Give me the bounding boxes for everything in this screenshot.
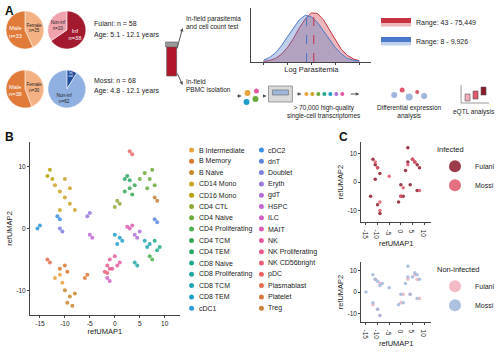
svg-text:10: 10 — [350, 267, 358, 274]
svg-text:refUMAP2: refUMAP2 — [336, 165, 345, 200]
svg-text:> 70,000 high-qualitysingle-ce: > 70,000 high-qualitysingle-cell transcr… — [287, 104, 361, 120]
svg-text:refUMAP1: refUMAP1 — [87, 327, 122, 336]
svg-text:Non-infected: Non-infected — [437, 265, 480, 274]
svg-text:pDC: pDC — [268, 270, 282, 278]
svg-text:-5: -5 — [87, 320, 93, 327]
svg-text:Infn=38: Infn=38 — [68, 28, 81, 41]
svg-text:MAIT: MAIT — [268, 226, 285, 233]
svg-text:refUMAP2: refUMAP2 — [336, 275, 345, 310]
svg-text:CD16 Mono: CD16 Mono — [199, 192, 236, 199]
svg-text:refUMAP1: refUMAP1 — [379, 239, 414, 248]
svg-text:CD4 CTL: CD4 CTL — [199, 203, 228, 210]
svg-text:Treg: Treg — [268, 304, 282, 312]
svg-text:dnT: dnT — [268, 158, 281, 165]
svg-text:Log Parasitemia: Log Parasitemia — [284, 65, 339, 74]
svg-text:Eryth: Eryth — [268, 180, 284, 188]
svg-text:-10: -10 — [16, 287, 26, 294]
svg-text:0: 0 — [113, 320, 117, 327]
svg-text:Non-infn=62: Non-infn=62 — [57, 93, 73, 104]
svg-text:CD14 Mono: CD14 Mono — [199, 180, 236, 187]
svg-text:Infected: Infected — [437, 145, 464, 154]
svg-text:NK: NK — [268, 237, 278, 244]
svg-text:-10: -10 — [373, 230, 380, 240]
svg-text:-10: -10 — [348, 310, 358, 317]
svg-text:gdT: gdT — [268, 191, 281, 199]
svg-text:B Naive: B Naive — [199, 169, 224, 176]
svg-text:In-fieldPBMC isolation: In-fieldPBMC isolation — [186, 78, 231, 93]
svg-text:0: 0 — [397, 330, 404, 334]
svg-text:Fulani: Fulani — [475, 163, 495, 170]
svg-text:ILC: ILC — [268, 214, 279, 221]
svg-text:5: 5 — [408, 230, 415, 234]
svg-text:In-field parasitemiaand cell c: In-field parasitemiaand cell count test — [186, 15, 241, 30]
svg-text:Age: 4.8 - 12.1 years: Age: 4.8 - 12.1 years — [94, 87, 159, 95]
svg-text:5: 5 — [408, 330, 415, 334]
svg-text:refUMAP1: refUMAP1 — [379, 339, 414, 348]
svg-text:CD8 Proliferating: CD8 Proliferating — [199, 270, 252, 278]
svg-text:NK Proliferating: NK Proliferating — [268, 248, 317, 256]
svg-text:NK CD56bright: NK CD56bright — [268, 259, 315, 267]
svg-text:Doublet: Doublet — [268, 169, 292, 176]
svg-text:-5: -5 — [385, 230, 392, 236]
svg-text:10: 10 — [161, 320, 169, 327]
svg-text:Mossi: Mossi — [475, 182, 494, 189]
svg-text:10: 10 — [420, 230, 427, 238]
svg-text:-10: -10 — [348, 207, 358, 214]
svg-text:Differential expressionanalysi: Differential expressionanalysis — [377, 104, 442, 120]
svg-text:0: 0 — [397, 230, 404, 234]
svg-text:refUMAP2: refUMAP2 — [5, 211, 14, 246]
svg-text:eQTL analysis: eQTL analysis — [453, 108, 495, 116]
svg-text:HSPC: HSPC — [268, 203, 287, 210]
svg-text:CD4 Naive: CD4 Naive — [199, 214, 233, 221]
svg-text:CD8 TCM: CD8 TCM — [199, 282, 230, 289]
svg-text:-10: -10 — [373, 330, 380, 340]
svg-text:Infn=6: Infn=6 — [68, 71, 73, 79]
svg-text:Platelet: Platelet — [268, 293, 291, 300]
svg-text:10: 10 — [420, 330, 427, 338]
svg-text:CD8 TEM: CD8 TEM — [199, 293, 230, 300]
svg-text:Range: 8 - 9,926: Range: 8 - 9,926 — [416, 38, 468, 46]
svg-text:B Memory: B Memory — [199, 157, 231, 165]
svg-text:Femalen=30: Femalen=30 — [27, 82, 43, 93]
svg-text:Malen=38: Malen=38 — [9, 84, 22, 97]
svg-text:CD8 Naive: CD8 Naive — [199, 260, 233, 267]
svg-text:-5: -5 — [385, 330, 392, 336]
svg-text:Non-infn=20: Non-infn=20 — [51, 20, 66, 31]
svg-text:10: 10 — [18, 163, 26, 170]
svg-text:Plasmablast: Plasmablast — [268, 282, 306, 289]
svg-text:CD4 TCM: CD4 TCM — [199, 237, 230, 244]
svg-text:-15: -15 — [35, 320, 45, 327]
svg-text:Range: 43 - 75,449: Range: 43 - 75,449 — [416, 19, 476, 27]
svg-text:-10: -10 — [60, 320, 70, 327]
svg-text:cDC2: cDC2 — [268, 147, 286, 154]
svg-text:B: B — [5, 130, 14, 144]
svg-text:10: 10 — [350, 150, 358, 157]
svg-text:0: 0 — [353, 178, 357, 185]
svg-text:Age: 5.1 - 12.1 years: Age: 5.1 - 12.1 years — [94, 31, 159, 39]
svg-text:0: 0 — [22, 225, 26, 232]
svg-text:CD4 Proliferating: CD4 Proliferating — [199, 225, 252, 233]
svg-text:Fulani: n = 58: Fulani: n = 58 — [94, 20, 137, 27]
svg-text:Mossi: n = 68: Mossi: n = 68 — [94, 77, 136, 84]
svg-text:C: C — [339, 130, 348, 144]
svg-text:-15: -15 — [362, 330, 369, 340]
svg-text:Mossi: Mossi — [475, 302, 494, 309]
svg-text:CD4 TEM: CD4 TEM — [199, 248, 230, 255]
svg-text:cDC1: cDC1 — [199, 305, 217, 312]
svg-text:Fulani: Fulani — [475, 283, 495, 290]
svg-text:B Intermediate: B Intermediate — [199, 147, 245, 154]
svg-text:0: 0 — [353, 288, 357, 295]
svg-text:-15: -15 — [362, 230, 369, 240]
svg-text:5: 5 — [138, 320, 142, 327]
svg-text:A: A — [5, 4, 14, 18]
svg-text:Malen=33: Malen=33 — [9, 25, 22, 38]
svg-text:Femalen=25: Femalen=25 — [27, 23, 43, 34]
